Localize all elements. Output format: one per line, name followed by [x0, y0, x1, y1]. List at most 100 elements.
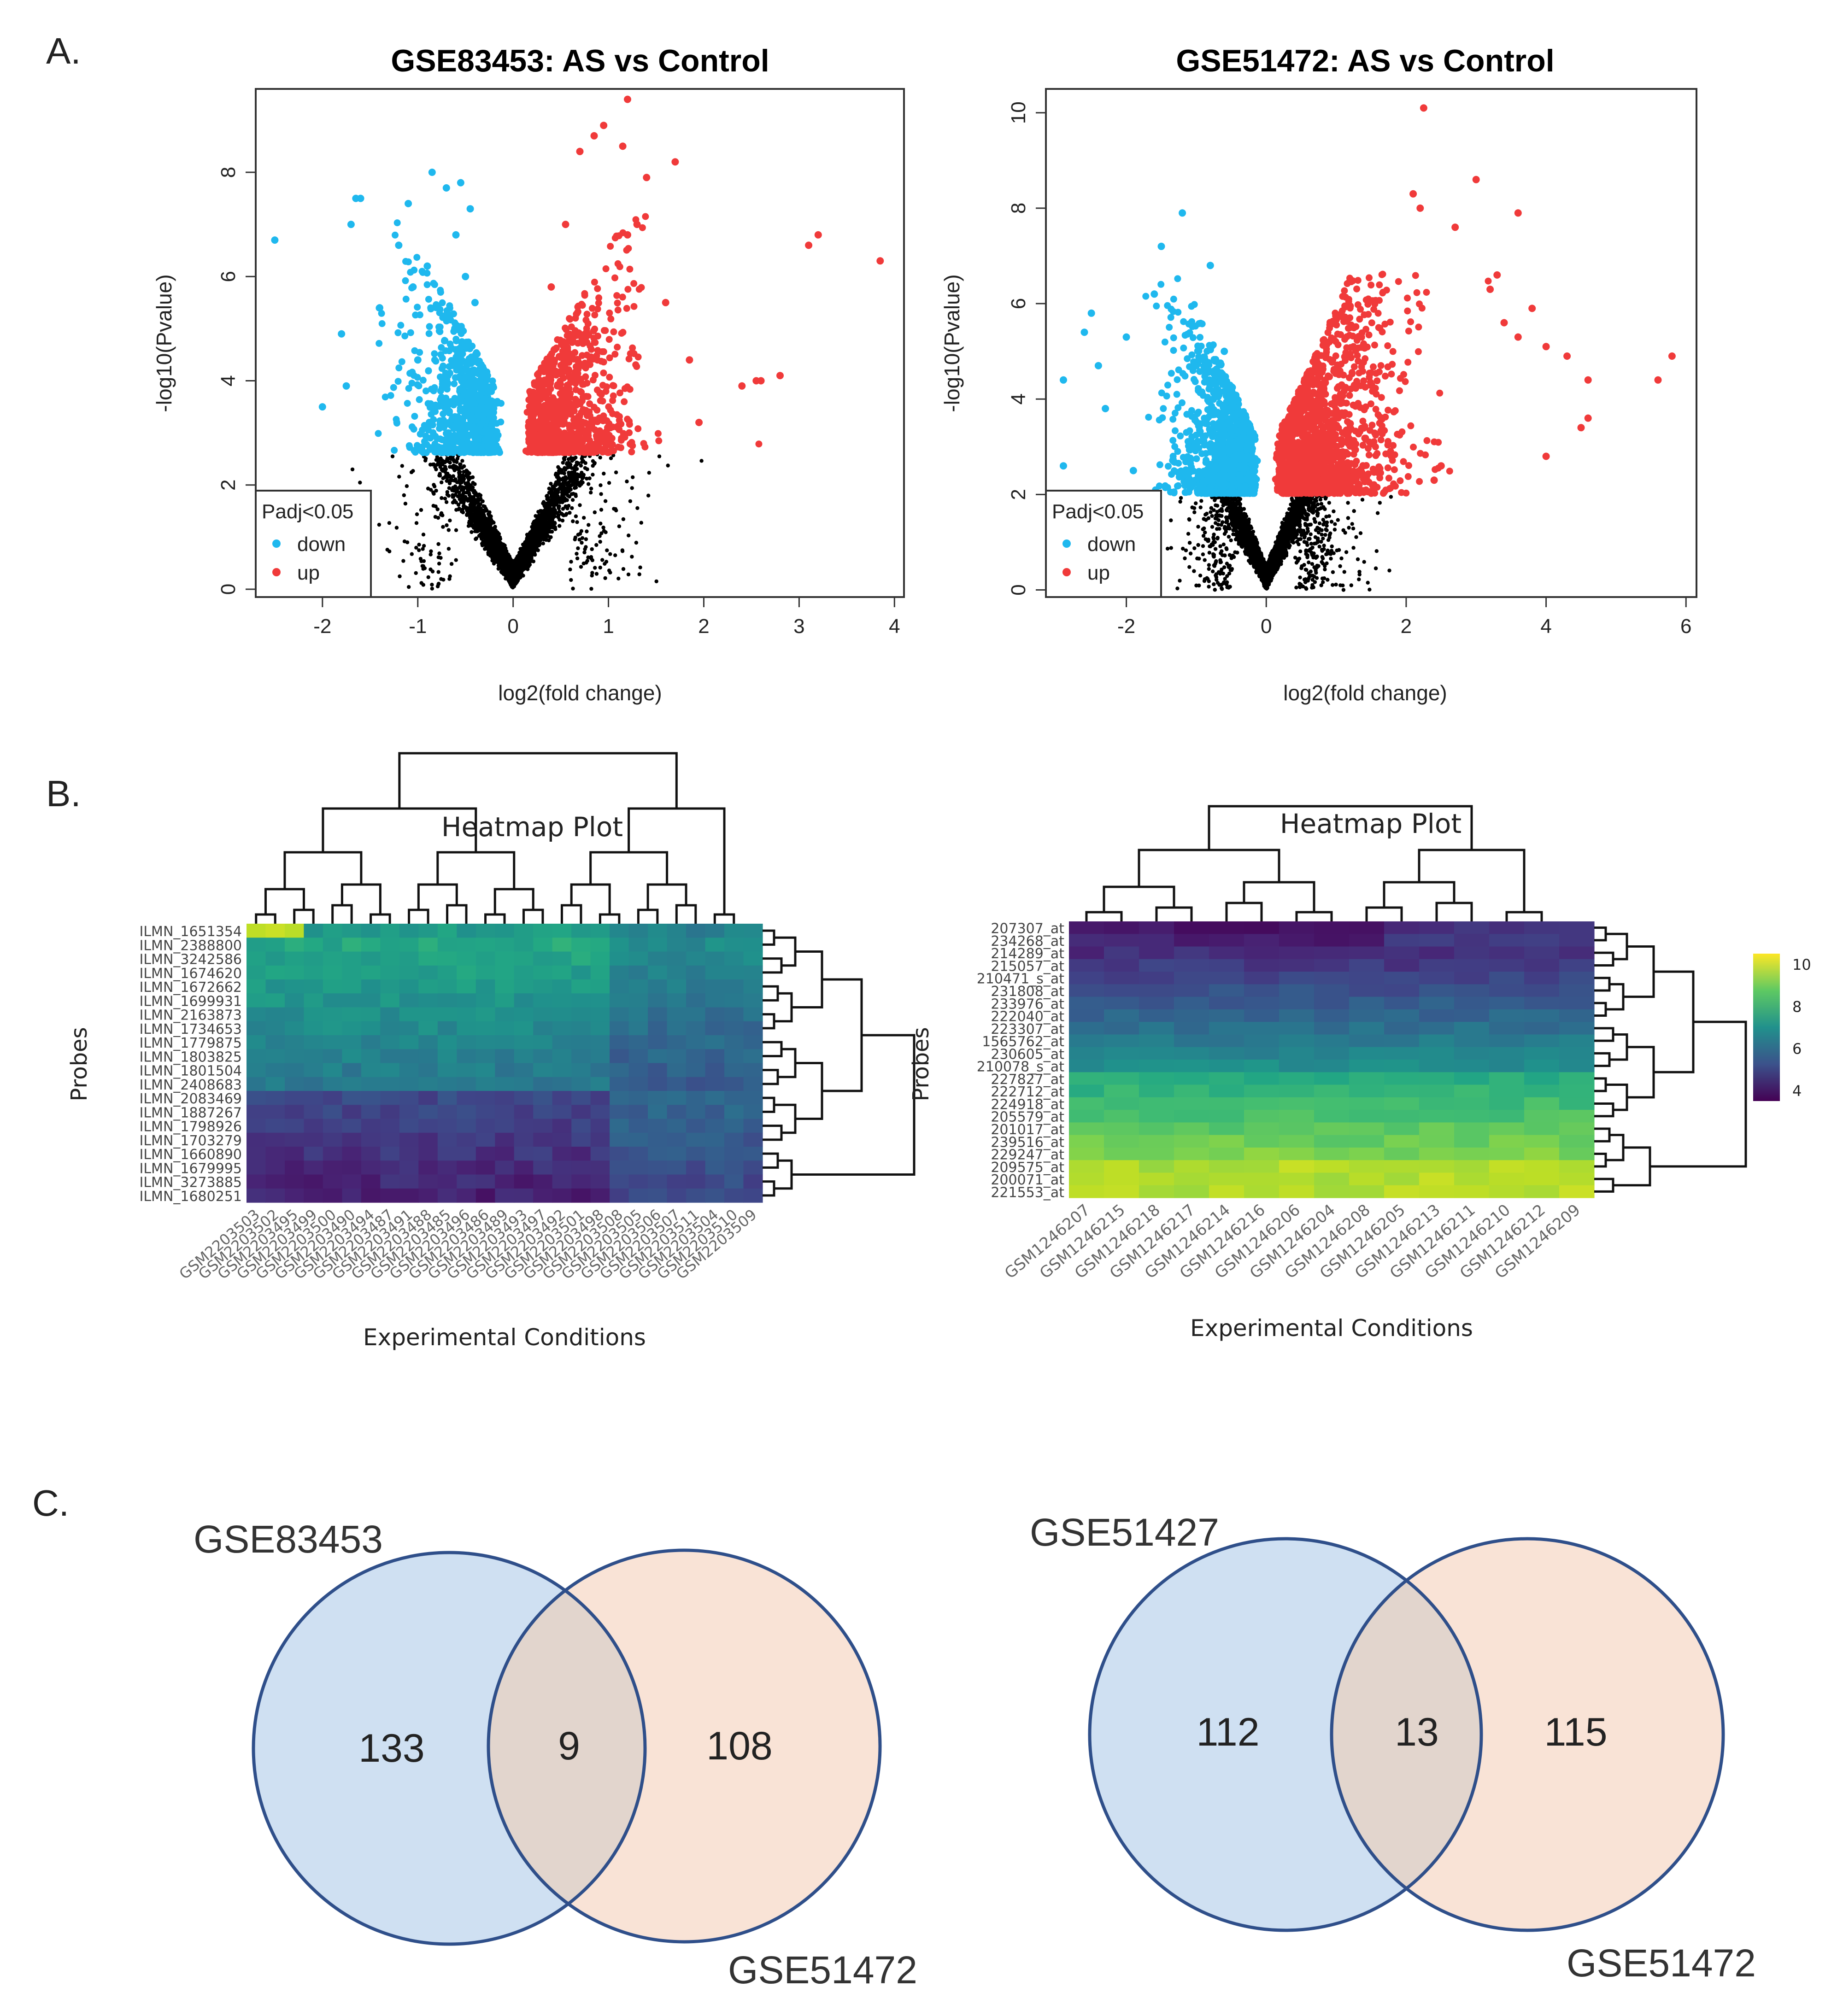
y-tick-label: 8 — [217, 167, 240, 178]
up-point — [531, 404, 539, 411]
up-point — [572, 380, 579, 387]
ns-point — [454, 508, 458, 512]
down-point — [488, 388, 495, 395]
ns-point — [443, 460, 447, 464]
ns-point — [616, 576, 621, 581]
up-point — [604, 449, 611, 456]
ns-point — [657, 454, 662, 458]
ns-point — [545, 494, 549, 498]
ns-point — [426, 575, 430, 580]
ns-point — [428, 567, 433, 572]
down-point — [498, 400, 505, 407]
x-tick-label: 2 — [698, 615, 709, 638]
up-point — [629, 442, 636, 449]
up-point — [624, 286, 632, 293]
down-point — [393, 219, 401, 227]
ns-point — [571, 519, 575, 523]
ns-point — [446, 528, 451, 532]
ns-point — [463, 495, 468, 499]
up-point — [552, 423, 559, 430]
ns-point — [480, 528, 484, 533]
up-point — [537, 449, 544, 456]
panel-label-a: A. — [46, 30, 81, 71]
ns-point — [563, 498, 567, 502]
ns-point — [564, 492, 568, 496]
ns-point — [1227, 534, 1231, 539]
up-point — [584, 320, 592, 328]
up-point — [601, 439, 609, 446]
ns-point — [513, 560, 517, 565]
ns-point — [436, 570, 440, 574]
ns-point — [549, 494, 553, 499]
down-point — [483, 429, 491, 436]
down-point — [394, 378, 402, 385]
down-point — [393, 418, 400, 426]
up-outlier-point — [752, 377, 760, 385]
down-point — [427, 434, 434, 442]
ns-point — [417, 548, 421, 552]
down-point — [423, 449, 430, 457]
ns-point — [402, 539, 407, 544]
ns-point — [599, 531, 604, 535]
y-tick-label: 2 — [217, 480, 240, 491]
ns-point — [1192, 546, 1197, 551]
up-point — [638, 284, 645, 291]
ns-point — [631, 475, 635, 480]
ns-point — [461, 504, 466, 509]
ns-point — [1187, 565, 1191, 569]
up-point — [628, 448, 635, 456]
down-point — [425, 296, 432, 303]
ns-point — [533, 519, 537, 523]
x-tick-label: 4 — [889, 615, 900, 638]
down-point — [416, 396, 423, 403]
ns-point — [538, 539, 543, 543]
ns-point — [568, 567, 572, 572]
up-point — [586, 437, 593, 444]
ns-point — [461, 501, 466, 505]
ns-point — [431, 504, 435, 508]
ns-point — [432, 462, 436, 467]
ns-point — [478, 497, 482, 501]
ns-point — [540, 520, 544, 524]
ns-point — [598, 534, 602, 538]
ns-point — [439, 577, 443, 581]
down-point — [426, 323, 433, 330]
ns-point — [573, 537, 577, 542]
ns-point — [575, 551, 579, 556]
up-point — [623, 305, 630, 312]
ns-point — [461, 479, 465, 483]
up-point — [619, 293, 626, 301]
ns-point — [421, 533, 426, 537]
ns-point — [617, 524, 622, 528]
down-point — [450, 310, 457, 317]
ns-point — [628, 499, 633, 504]
down-point — [463, 403, 470, 410]
ns-point — [481, 510, 486, 514]
ns-point — [443, 497, 447, 501]
ns-point — [555, 488, 559, 493]
ns-point — [1374, 549, 1379, 553]
up-point — [621, 398, 628, 405]
ns-point — [580, 460, 584, 464]
ns-point — [620, 549, 625, 553]
ns-point — [591, 459, 595, 463]
ns-point — [583, 466, 587, 470]
down-point — [446, 305, 453, 312]
up-outlier-point — [671, 158, 679, 166]
down-point — [439, 299, 446, 306]
up-point — [610, 382, 617, 389]
up-point — [616, 263, 623, 270]
ns-point — [573, 476, 577, 481]
down-outlier-point — [442, 184, 450, 192]
ns-point — [546, 516, 550, 521]
ns-point — [552, 521, 556, 526]
down-outlier-point — [338, 330, 346, 338]
up-point — [600, 369, 607, 377]
down-point — [413, 254, 421, 261]
up-point — [535, 422, 542, 430]
ns-point — [398, 574, 402, 579]
ns-point — [590, 558, 595, 563]
volcano1-legend-title: Padj<0.05 — [262, 500, 353, 523]
ns-point — [589, 491, 593, 495]
ns-point — [589, 486, 593, 491]
